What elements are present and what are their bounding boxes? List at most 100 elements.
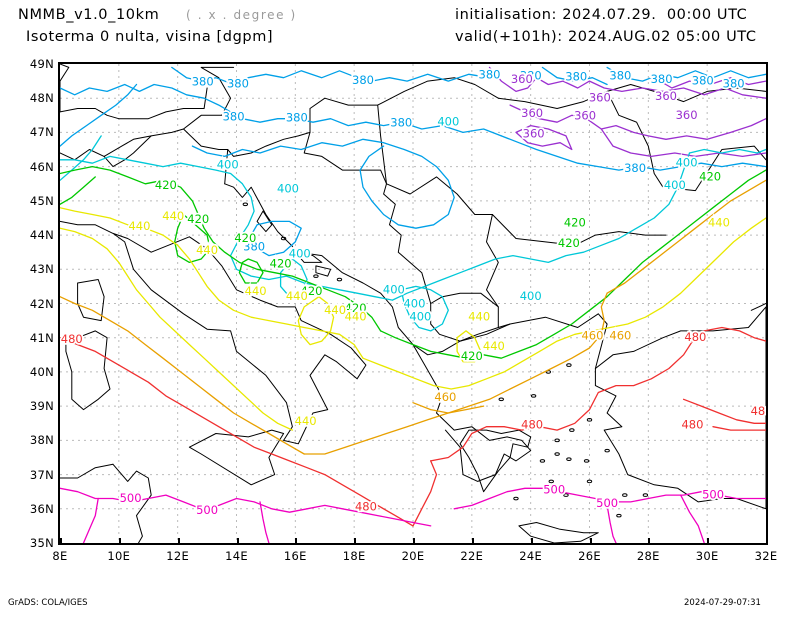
contour-500 [606, 504, 617, 543]
contour-500 [453, 487, 766, 510]
y-axis-tick-label: 49N [29, 57, 54, 71]
national-border [386, 176, 493, 215]
svg-text:360: 360 [574, 109, 596, 123]
coastline [188, 429, 285, 486]
x-axis-tick-mark [530, 538, 533, 545]
contour-label: 380 [227, 76, 249, 90]
y-axis-tick-label: 48N [29, 91, 54, 106]
national-border [377, 104, 387, 185]
x-axis-tick-label: 22E [460, 549, 484, 563]
x-axis-tick-mark [766, 538, 768, 545]
x-axis-tick-mark [60, 538, 62, 545]
contour-420 [60, 165, 382, 332]
svg-text:440: 440 [196, 243, 218, 257]
contour-label: 420 [461, 349, 483, 363]
y-axis-tick-label: 40N [29, 364, 54, 379]
island [566, 363, 572, 367]
coastline [594, 306, 766, 510]
coastline [491, 214, 667, 246]
contour-label: 400 [383, 282, 405, 296]
svg-text:500: 500 [596, 496, 618, 510]
contour-label: 440 [128, 219, 150, 233]
contour-420 [174, 213, 211, 264]
x-axis-tick-mark [118, 538, 121, 545]
contour-label: 360 [676, 108, 698, 122]
national-border [459, 323, 511, 342]
grads-credit: GrADS: COLA/IGES [8, 598, 88, 608]
contour-360 [488, 66, 766, 99]
svg-text:400: 400 [520, 289, 542, 303]
contour-400 [60, 155, 394, 301]
svg-text:440: 440 [468, 310, 490, 324]
x-axis-tick-label: 12E [166, 549, 190, 563]
svg-text:440: 440 [345, 310, 367, 324]
contour-label: 400 [409, 310, 431, 324]
x-axis-tick-label: 26E [578, 549, 601, 563]
contour-label: 360 [589, 91, 611, 105]
contour-440 [362, 217, 766, 390]
contour-label: 400 [676, 156, 698, 170]
svg-text:440: 440 [708, 216, 730, 230]
x-axis-tick-label: 20E [401, 549, 425, 563]
y-axis-tick-label: 43N [29, 262, 54, 277]
contour-label: 440 [324, 303, 346, 317]
contour-label: 420 [187, 212, 209, 226]
contour-460 [60, 296, 305, 455]
island [280, 236, 287, 241]
contour-380 [60, 83, 138, 147]
coastline [77, 279, 105, 322]
svg-text:380: 380 [479, 67, 501, 81]
national-border [486, 214, 499, 328]
x-axis-tick-mark [236, 538, 239, 545]
island [498, 397, 504, 402]
island [604, 448, 610, 453]
svg-text:420: 420 [461, 349, 483, 363]
coastline [518, 522, 599, 543]
svg-text:400: 400 [409, 310, 431, 324]
island [313, 274, 319, 278]
svg-text:380: 380 [609, 68, 631, 82]
island [548, 479, 554, 484]
x-axis-tick-mark [471, 538, 474, 545]
svg-text:360: 360 [655, 89, 677, 103]
svg-text:400: 400 [217, 157, 239, 171]
svg-text:460: 460 [581, 329, 603, 343]
contour-400 [279, 258, 308, 298]
contour-label: 360 [574, 109, 596, 123]
svg-text:480: 480 [751, 404, 766, 418]
svg-text:380: 380 [692, 74, 714, 88]
contour-420 [238, 258, 264, 284]
contour-label: 500 [702, 488, 724, 502]
field-title: Isoterma 0 nulta, visina [dgpm] [26, 29, 274, 45]
contour-label: 400 [664, 178, 686, 192]
svg-text:360: 360 [521, 106, 543, 120]
contour-label: 440 [245, 284, 267, 298]
island [583, 459, 590, 463]
svg-text:380: 380 [243, 240, 265, 254]
contour-500 [259, 501, 270, 543]
contour-400 [688, 148, 766, 154]
contour-label: 440 [468, 310, 490, 324]
svg-text:420: 420 [345, 301, 367, 315]
svg-text:420: 420 [558, 236, 580, 250]
svg-text:400: 400 [277, 181, 299, 195]
valid-time: valid(+101h): 2024.AUG.02 05:00 UTC [455, 29, 757, 45]
svg-text:380: 380 [723, 76, 745, 90]
svg-text:400: 400 [664, 178, 686, 192]
contour-label: 380 [651, 72, 673, 86]
contour-label: 440 [196, 243, 218, 257]
national-border [303, 131, 608, 369]
svg-text:380: 380 [390, 115, 412, 129]
svg-text:380: 380 [651, 72, 673, 86]
contour-label: 380 [390, 115, 412, 129]
svg-text:460: 460 [609, 329, 631, 343]
island [586, 479, 593, 484]
contour-label: 420 [699, 169, 721, 183]
map-plot-area[interactable]: 380 380 380 380 380 380 380 380 380 380 380 380 380 3… [58, 62, 768, 545]
national-border [60, 87, 208, 120]
x-axis-tick-label: 18E [342, 549, 366, 563]
svg-text:400: 400 [676, 156, 698, 170]
contour-lines [60, 66, 766, 543]
island [336, 277, 343, 282]
svg-text:380: 380 [520, 68, 542, 82]
